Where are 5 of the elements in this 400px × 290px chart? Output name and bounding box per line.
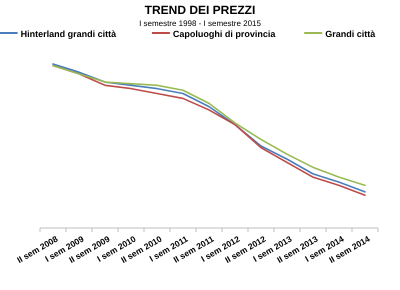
chart-title: TREND DEI PREZZI: [144, 3, 256, 17]
chart-subtitle: I semestre 1998 - I semestre 2015: [139, 19, 262, 28]
legend-label: Grandi città: [325, 29, 376, 39]
legend-label: Hinterland grandi città: [20, 29, 118, 39]
legend-label: Capoluoghi di provincia: [172, 29, 276, 39]
